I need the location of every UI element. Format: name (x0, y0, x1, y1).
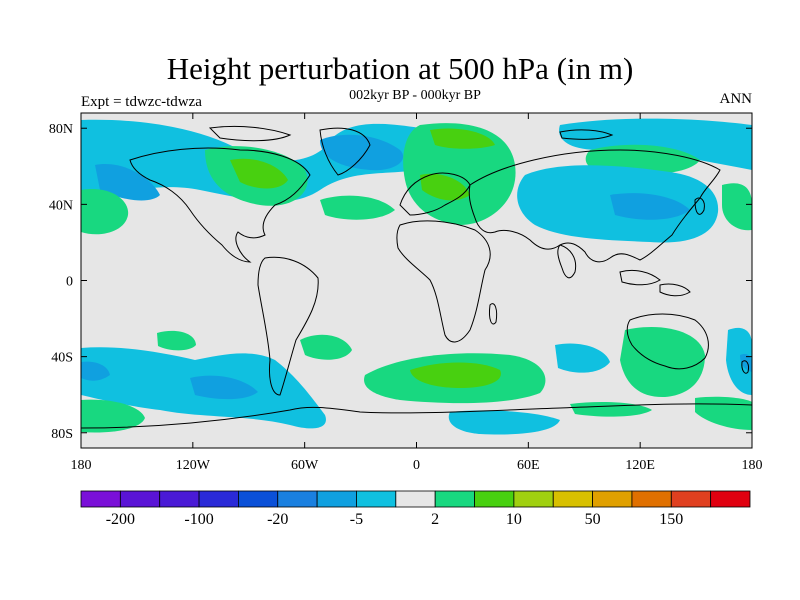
contour-green (81, 189, 129, 235)
contour-light-blue (559, 118, 752, 170)
colorbar-label: 2 (431, 511, 439, 528)
contour-green (157, 330, 196, 351)
colorbar-label: 150 (659, 511, 683, 528)
coastlines (81, 125, 752, 429)
colorbar-label: -20 (267, 511, 288, 528)
coastline-maritime-asia (619, 269, 661, 286)
lat-label: 80S (51, 427, 73, 442)
contour-green (722, 183, 752, 231)
colorbar-swatch (434, 490, 475, 508)
experiment-label: Expt = tdwzc-tdwza (81, 94, 202, 110)
lat-label: 40S (51, 351, 73, 366)
contour-fields (81, 118, 752, 435)
coastline-madagascar (489, 303, 498, 325)
colorbar-swatch (710, 490, 751, 508)
contour-bright-green (420, 173, 470, 201)
contour-bright-green (230, 158, 288, 189)
contour-bright-green (410, 362, 501, 388)
contour-blue (320, 134, 404, 171)
lon-label: 60W (291, 458, 319, 473)
colorbar-swatch (316, 490, 357, 508)
coastline-north-america (129, 147, 311, 263)
coastline-antarctica (81, 403, 752, 429)
coastline-greenland (319, 127, 371, 176)
colorbar-swatch (277, 490, 318, 508)
colorbar-swatch (513, 490, 554, 508)
colorbar-label: 50 (585, 511, 601, 528)
colorbar-label: 10 (506, 511, 522, 528)
lat-label: 0 (66, 275, 73, 290)
colorbar-swatch (670, 490, 712, 508)
colorbar-swatch (474, 490, 515, 508)
lon-label: 180 (71, 458, 92, 473)
contour-green (320, 195, 395, 220)
coastline-arctic (208, 125, 292, 142)
coastline-australia (626, 313, 709, 370)
coastline-asia (468, 149, 721, 263)
lon-label: 120W (176, 458, 211, 473)
season-label: ANN (719, 91, 753, 107)
contour-green (620, 327, 705, 398)
coastline-maritime-asia (659, 283, 691, 297)
contour-blue (610, 193, 690, 220)
colorbar-swatch (159, 490, 200, 508)
contour-green (81, 399, 145, 433)
coastline-south-america (257, 256, 319, 396)
colorbar: -200 -100 -20 -5 2 10 50 150 (80, 490, 751, 528)
axis-ticks: 80N 40N 0 40S 80S 180 120W 60W 0 60E 120E 180 (49, 113, 763, 473)
contour-blue (95, 164, 160, 201)
colorbar-swatch (592, 490, 633, 508)
colorbar-swatch (198, 490, 239, 508)
lat-label: 40N (49, 198, 73, 213)
colorbar-swatch (552, 490, 593, 508)
contour-light-blue (555, 343, 610, 373)
colorbar-label: -200 (106, 511, 135, 528)
colorbar-swatch (395, 490, 436, 508)
contour-green (300, 334, 352, 360)
colorbar-swatch (119, 490, 161, 508)
coastline-arctic (559, 129, 614, 140)
lon-label: 60E (517, 458, 540, 473)
contour-green (403, 123, 516, 225)
lon-label: 180 (742, 458, 763, 473)
contour-blue (81, 361, 110, 381)
contour-bright-green (430, 128, 495, 149)
coastline-india (557, 244, 577, 279)
lon-label: 120E (625, 458, 655, 473)
coastline-new-zealand (741, 360, 749, 374)
coastline-japan (694, 197, 705, 215)
colorbar-swatch (356, 490, 397, 508)
contour-green (695, 396, 752, 430)
colorbar-label: -100 (184, 511, 213, 528)
coastline-africa (396, 220, 491, 343)
colorbar-swatch (631, 490, 672, 508)
colorbar-swatch (80, 490, 121, 508)
map-title: Height perturbation at 500 hPa (in m) (166, 51, 634, 86)
colorbar-label: -5 (350, 511, 363, 528)
contour-blue (190, 375, 258, 400)
lon-label: 0 (413, 458, 420, 473)
contour-light-blue (448, 410, 560, 435)
lat-label: 80N (49, 122, 73, 137)
map-subtitle: 002kyr BP - 000kyr BP (349, 88, 481, 103)
colorbar-swatch (238, 490, 279, 508)
contour-light-blue (726, 327, 752, 395)
